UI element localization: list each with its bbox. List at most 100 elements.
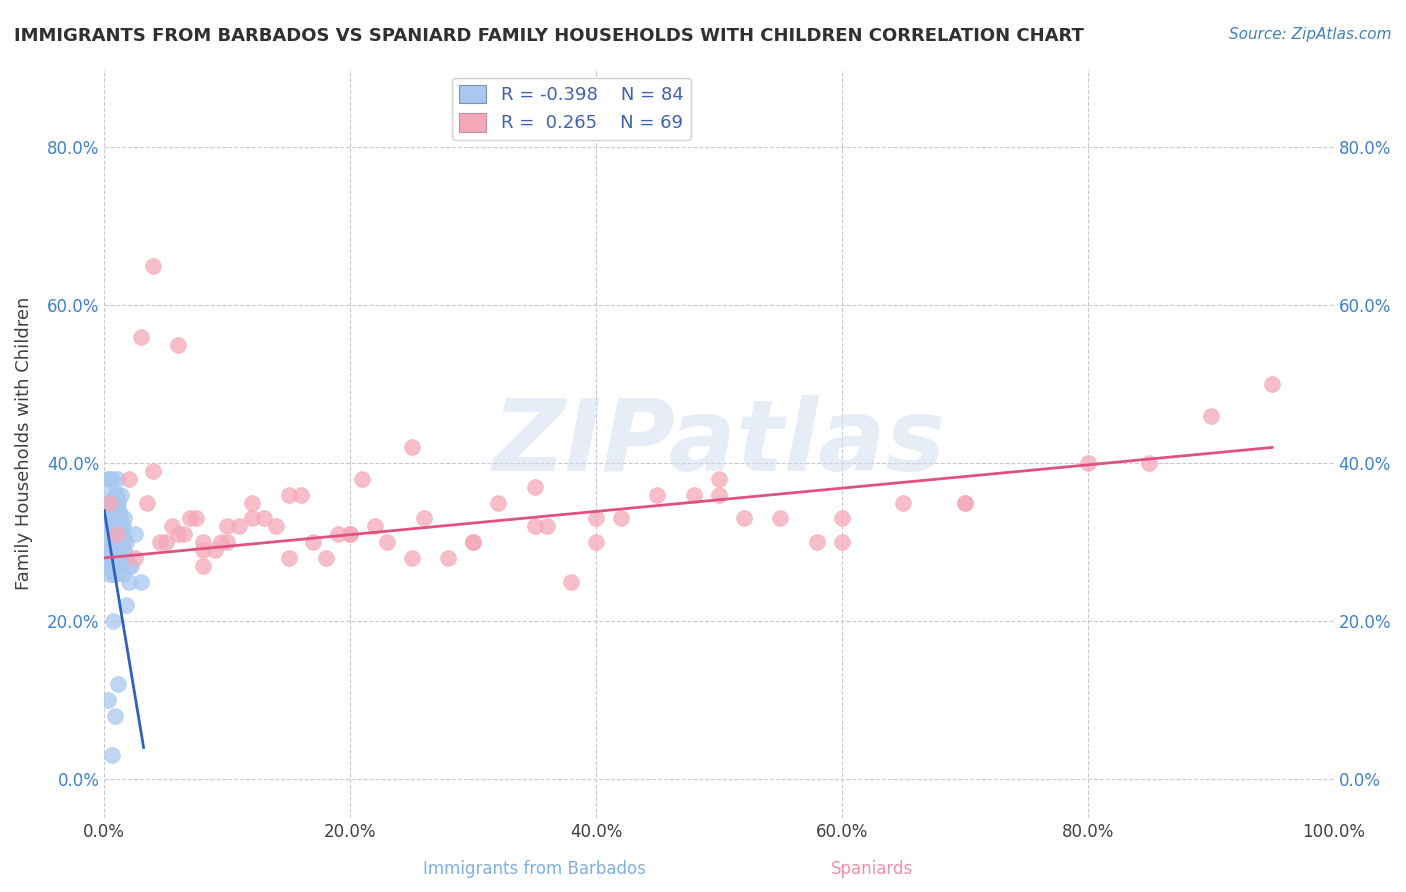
Point [707,472,730,486]
Point [339,527,361,541]
Point [124,527,146,541]
Point [107,543,129,558]
Point [98,519,121,533]
Point [103,543,125,558]
Text: Spaniards: Spaniards [831,860,912,878]
Point [97,558,120,573]
Point [101,614,124,628]
Point [118,574,141,589]
Point [108,551,131,566]
Point [98,488,121,502]
Point [173,527,195,541]
Text: ZIPatlas: ZIPatlas [492,395,945,492]
Point [129,574,152,589]
Point [100,511,122,525]
Point [891,496,914,510]
Point [115,599,138,613]
Point [461,535,484,549]
Point [103,551,125,566]
Point [647,488,669,502]
Point [266,519,288,533]
Point [110,511,132,525]
Point [115,535,138,549]
Point [523,519,546,533]
Point [107,496,129,510]
Point [179,511,201,525]
Point [111,527,134,541]
Point [186,511,208,525]
Point [136,496,159,510]
Point [107,535,129,549]
Point [148,535,170,549]
Point [100,551,122,566]
Point [111,535,134,549]
Point [290,488,312,502]
Point [1261,377,1284,392]
Point [1137,456,1160,470]
Point [326,527,349,541]
Point [97,543,120,558]
Point [101,519,124,533]
Point [98,496,121,510]
Point [97,693,120,707]
Point [101,543,124,558]
Point [209,535,232,549]
Point [103,503,125,517]
Point [105,527,128,541]
Point [217,535,239,549]
Point [100,472,122,486]
Point [100,535,122,549]
Point [97,496,120,510]
Point [277,488,299,502]
Point [112,543,135,558]
Point [104,709,127,723]
Point [104,527,127,541]
Point [98,519,121,533]
Point [831,511,853,525]
Point [97,551,120,566]
Point [191,535,214,549]
Point [315,551,337,566]
Point [352,472,374,486]
Point [461,535,484,549]
Point [105,472,128,486]
Text: Immigrants from Barbados: Immigrants from Barbados [423,860,645,878]
Point [110,519,132,533]
Point [107,677,129,691]
Point [277,551,299,566]
Point [536,519,558,533]
Point [401,441,423,455]
Point [953,496,976,510]
Point [155,535,177,549]
Point [110,488,132,502]
Point [100,511,122,525]
Point [103,558,125,573]
Point [142,259,165,273]
Point [118,472,141,486]
Point [105,503,128,517]
Point [108,543,131,558]
Point [339,527,361,541]
Point [769,511,792,525]
Point [375,535,398,549]
Point [401,551,423,566]
Text: Source: ZipAtlas.com: Source: ZipAtlas.com [1229,27,1392,42]
Point [111,566,134,581]
Y-axis label: Family Households with Children: Family Households with Children [15,297,32,591]
Point [108,503,131,517]
Point [98,543,121,558]
Point [101,551,124,566]
Point [228,519,250,533]
Point [437,551,460,566]
Point [108,543,131,558]
Point [523,480,546,494]
Point [160,519,183,533]
Point [240,511,263,525]
Point [110,535,132,549]
Point [560,574,582,589]
Point [100,511,122,525]
Point [100,748,122,763]
Point [107,527,129,541]
Point [683,488,706,502]
Point [253,511,276,525]
